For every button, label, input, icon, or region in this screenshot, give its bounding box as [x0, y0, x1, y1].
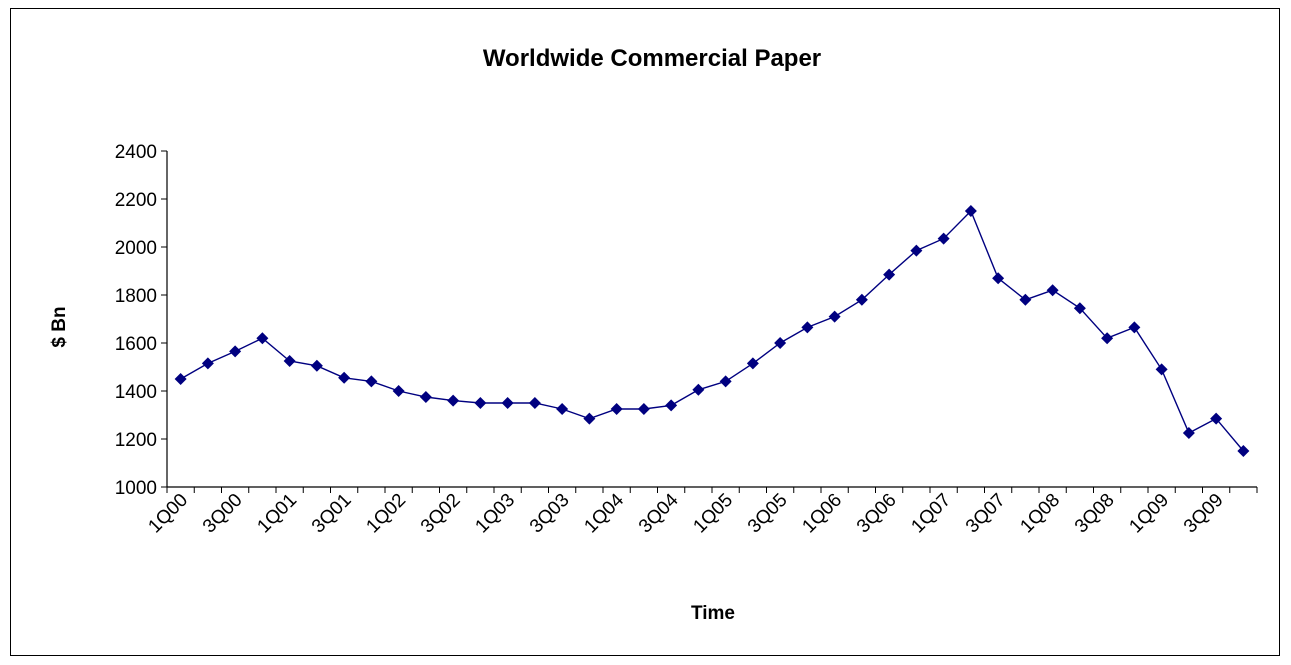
series-line	[180, 209, 1244, 452]
data-point	[310, 359, 323, 372]
x-tick-label: 1Q02	[362, 490, 410, 538]
data-point	[746, 357, 759, 370]
data-point	[1019, 293, 1032, 306]
x-tick-label: 3Q04	[635, 489, 683, 537]
data-point	[1237, 445, 1250, 457]
series-layer	[174, 205, 1250, 457]
x-tick-label: 3Q02	[417, 490, 465, 538]
data-point	[528, 397, 541, 409]
axes	[166, 151, 1257, 488]
x-tick-label: 3Q06	[853, 490, 901, 538]
x-tick-label: 1Q03	[471, 490, 519, 538]
line-chart: Worldwide Commercial Paper $ Bn Time 100…	[49, 45, 1258, 624]
x-tick-label: 3Q07	[962, 490, 1010, 538]
y-tick-label: 1600	[115, 334, 157, 355]
x-axis-title: Time	[691, 603, 735, 624]
x-tick-label: 3Q09	[1180, 490, 1228, 538]
x-tick-label: 1Q04	[580, 489, 628, 537]
data-point	[665, 399, 678, 412]
data-point	[1101, 332, 1114, 345]
y-tick-label: 1000	[115, 478, 157, 499]
data-point	[1046, 284, 1059, 297]
data-point	[801, 321, 814, 334]
data-point	[419, 391, 432, 403]
data-point	[828, 310, 841, 323]
data-point	[583, 412, 596, 425]
y-tick-label: 2200	[115, 190, 157, 211]
chart-frame: Worldwide Commercial Paper $ Bn Time 100…	[10, 8, 1280, 656]
data-point	[365, 375, 378, 388]
data-point	[937, 232, 950, 245]
data-point	[1073, 302, 1086, 315]
data-point	[174, 373, 187, 385]
data-point	[1128, 321, 1141, 334]
x-tick-label: 1Q06	[798, 490, 846, 538]
data-point	[910, 244, 923, 257]
data-point	[392, 385, 405, 397]
x-tick-label: 3Q00	[199, 490, 247, 538]
y-tick-label: 1400	[115, 382, 157, 403]
data-point	[883, 268, 896, 281]
x-tick-label: 1Q09	[1125, 490, 1173, 538]
chart-title: Worldwide Commercial Paper	[483, 45, 821, 72]
y-tick-label: 2000	[115, 238, 157, 259]
x-tick-label: 3Q08	[1071, 490, 1119, 538]
x-tick-label: 1Q08	[1016, 490, 1064, 538]
data-point	[1155, 363, 1168, 376]
data-point	[256, 332, 269, 345]
data-point	[992, 272, 1005, 285]
y-axis-ticks: 1000 1200 1400 1600 1800 2000 2200 2400	[115, 142, 167, 499]
x-tick-label: 3Q03	[526, 490, 574, 538]
data-point	[1182, 427, 1195, 439]
data-point	[774, 337, 787, 349]
data-point	[1210, 412, 1223, 425]
y-tick-label: 1200	[115, 430, 157, 451]
x-tick-label: 1Q05	[689, 490, 737, 538]
y-tick-label: 1800	[115, 286, 157, 307]
x-tick-label: 1Q07	[907, 490, 955, 538]
data-point	[447, 394, 460, 407]
x-tick-label: 3Q01	[308, 490, 356, 538]
data-point	[283, 355, 296, 367]
data-point	[474, 397, 487, 409]
data-point	[229, 345, 242, 358]
data-point	[692, 383, 705, 396]
data-point	[501, 397, 514, 409]
data-point	[719, 375, 732, 388]
data-point	[338, 371, 351, 384]
y-tick-label: 2400	[115, 142, 157, 163]
data-point	[556, 403, 569, 415]
data-point	[610, 403, 623, 415]
x-tick-label: 1Q01	[253, 490, 301, 538]
data-point	[201, 357, 214, 370]
y-axis-title: $ Bn	[49, 306, 70, 347]
x-axis-ticks: 1Q00 3Q00 1Q01 3Q01 1Q02 3Q02 1Q03 3Q03 1Q04 3Q04…	[144, 487, 1258, 538]
data-point	[637, 403, 650, 415]
data-point	[964, 205, 977, 217]
data-point	[855, 293, 868, 306]
x-tick-label: 3Q05	[744, 490, 792, 538]
